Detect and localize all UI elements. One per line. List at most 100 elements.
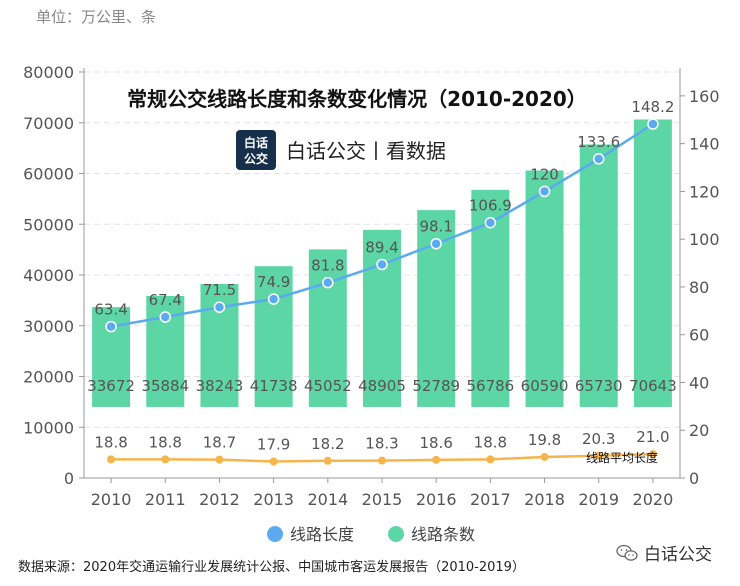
x-axis-tick-label: 2020 — [633, 490, 674, 509]
bar-data-label: 65730 — [575, 377, 623, 395]
length-point — [267, 293, 280, 305]
left-axis-tick-label: 40000 — [23, 266, 74, 285]
x-axis-tick-label: 2013 — [253, 490, 294, 509]
right-axis-tick-label: 60 — [689, 326, 709, 345]
length-point — [647, 118, 659, 130]
avg-point — [161, 455, 170, 464]
right-axis-tick-label: 80 — [689, 278, 709, 297]
left-axis-tick-label: 60000 — [23, 165, 74, 184]
avg-data-label: 18.7 — [203, 434, 236, 452]
length-point — [538, 185, 551, 198]
bar — [525, 170, 564, 407]
avg-data-label: 19.8 — [528, 431, 561, 449]
right-axis-tick-label: 20 — [689, 421, 709, 440]
x-axis-tick-label: 2015 — [362, 490, 403, 509]
bar-data-label: 56786 — [467, 377, 515, 395]
x-axis-tick-label: 2016 — [416, 490, 457, 509]
length-data-label: 120 — [530, 165, 559, 183]
length-data-label: 133.6 — [577, 133, 620, 151]
length-data-label: 67.4 — [149, 291, 182, 309]
left-axis-tick-label: 80000 — [23, 63, 74, 82]
avg-data-label: 21.0 — [636, 428, 669, 446]
length-data-label: 81.8 — [311, 257, 344, 275]
brand-logo-text-bottom: 公交 — [244, 151, 268, 166]
left-axis-tick-label: 50000 — [23, 215, 74, 234]
right-axis-tick-label: 100 — [689, 230, 720, 249]
legend-label-length: 线路长度 — [290, 525, 354, 544]
length-data-label: 63.4 — [94, 301, 127, 319]
x-axis-tick-label: 2014 — [307, 490, 348, 509]
bar — [579, 144, 618, 407]
avg-data-label: 18.3 — [365, 435, 398, 453]
length-point — [213, 301, 226, 313]
bar — [254, 266, 293, 407]
brand-logo-badge — [236, 130, 276, 170]
avg-data-label: 17.9 — [257, 436, 290, 454]
right-axis-tick-label: 140 — [689, 135, 720, 154]
x-axis-tick-label: 2017 — [470, 490, 511, 509]
bar-data-label: 38243 — [196, 377, 244, 395]
left-axis-tick-label: 30000 — [23, 317, 74, 336]
brand-logo-text-top: 白话 — [244, 135, 268, 150]
chart-title: 常规公交线路长度和条数变化情况（2010-2020） — [127, 87, 587, 111]
length-data-label: 98.1 — [419, 218, 452, 236]
avg-data-label: 20.3 — [582, 430, 615, 448]
left-axis-tick-label: 0 — [64, 469, 74, 488]
avg-point — [269, 457, 278, 466]
bar-data-label: 60590 — [521, 377, 569, 395]
source-footnote: 数据来源：2020年交通运输行业发展统计公报、中国城市客运发展报告（2010-2… — [18, 560, 525, 575]
x-axis-tick-label: 2010 — [91, 490, 132, 509]
avg-point — [594, 451, 603, 460]
legend-swatch-length — [267, 526, 283, 542]
legend-label-count: 线路条数 — [411, 525, 475, 544]
avg-point — [107, 455, 116, 464]
avg-data-label: 18.8 — [94, 433, 127, 451]
length-data-label: 106.9 — [469, 197, 512, 215]
left-axis-tick-label: 20000 — [23, 368, 74, 387]
x-axis-tick-label: 2018 — [524, 490, 565, 509]
length-point — [159, 311, 172, 323]
wechat-icon — [616, 544, 638, 561]
length-data-label: 148.2 — [631, 98, 674, 116]
bar-data-label: 52789 — [412, 377, 460, 395]
wechat-watermark: 白话公交 — [616, 540, 712, 565]
avg-point — [648, 450, 657, 459]
x-axis-tick-label: 2012 — [199, 490, 240, 509]
wechat-name: 白话公交 — [644, 545, 712, 565]
avg-point — [486, 455, 495, 464]
avg-point — [215, 455, 224, 464]
length-point — [322, 276, 334, 289]
length-point — [376, 258, 388, 271]
avg-point — [378, 456, 386, 465]
bar — [633, 119, 672, 407]
left-axis-tick-label: 70000 — [23, 114, 74, 133]
length-point — [592, 153, 605, 165]
right-axis-tick-label: 160 — [689, 87, 720, 106]
right-axis-tick-label: 40 — [689, 373, 709, 392]
length-point — [484, 216, 497, 229]
avg-point — [323, 456, 332, 465]
length-data-label: 71.5 — [203, 281, 236, 299]
bar-data-label: 33672 — [87, 377, 135, 395]
bar-data-label: 70643 — [629, 377, 677, 395]
avg-data-label: 18.8 — [149, 433, 182, 451]
left-axis-tick-label: 10000 — [23, 418, 74, 437]
avg-point — [540, 452, 549, 461]
length-data-label: 89.4 — [365, 238, 398, 256]
x-axis-tick-label: 2011 — [145, 490, 186, 509]
unit-label: 单位：万公里、条 — [36, 8, 157, 26]
avg-series-label: 线路平均长度 — [586, 450, 658, 465]
right-axis-tick-label: 120 — [689, 182, 720, 201]
bar-data-label: 48905 — [358, 377, 406, 395]
bar-data-label: 45052 — [304, 377, 352, 395]
avg-data-label: 18.6 — [419, 434, 452, 452]
brand-text: 白话公交丨看数据 — [286, 139, 446, 163]
length-data-label: 74.9 — [257, 273, 290, 291]
avg-data-label: 18.8 — [474, 433, 507, 451]
avg-point — [432, 455, 441, 464]
avg-data-label: 18.2 — [311, 435, 344, 453]
right-axis-tick-label: 0 — [689, 469, 699, 488]
legend-swatch-count — [388, 526, 404, 542]
bar-data-label: 35884 — [141, 377, 189, 395]
x-axis-tick-label: 2019 — [578, 490, 619, 509]
